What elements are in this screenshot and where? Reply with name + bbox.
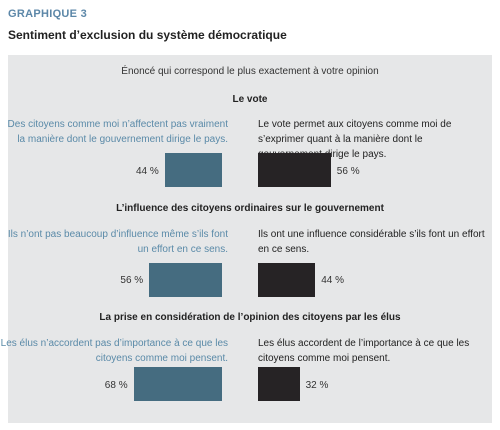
right-bar-vote bbox=[258, 153, 331, 187]
section-title-consideration: La prise en considération de l’opinion d… bbox=[99, 312, 401, 323]
right-pct-label-influence: 44 % bbox=[321, 275, 344, 286]
section-title-influence: L’influence des citoyens ordinaires sur … bbox=[116, 203, 384, 214]
left-pct-label-vote: 44 % bbox=[136, 166, 159, 177]
chart-panel: Énoncé qui correspond le plus exactement… bbox=[1, 55, 492, 423]
right-pct-label-consideration: 32 % bbox=[305, 380, 329, 391]
left-statement-influence: Ils n’ont pas beaucoup d’influence même … bbox=[7, 229, 228, 255]
figure-title: Sentiment d’exclusion du système démocra… bbox=[8, 28, 287, 42]
right-pct-label-vote: 56 % bbox=[336, 166, 360, 177]
right-bar-influence bbox=[258, 263, 316, 297]
left-pct-label-influence: 56 % bbox=[120, 275, 144, 286]
left-statement-consideration: Les élus n’accordent pas d’importance à … bbox=[0, 338, 228, 364]
section-title-vote: Le vote bbox=[232, 94, 268, 105]
right-bar-consideration bbox=[258, 367, 300, 401]
left-pct-label-consideration: 68 % bbox=[104, 380, 128, 391]
right-statement-consideration: Les élus accordent de l’importance à ce … bbox=[258, 338, 470, 364]
left-statement-vote: Des citoyens comme moi n’affectent pas v… bbox=[7, 119, 228, 145]
left-bar-vote bbox=[164, 153, 222, 187]
left-bar-consideration bbox=[133, 367, 222, 401]
figure-label: GRAPHIQUE 3 bbox=[8, 8, 88, 20]
left-bar-influence bbox=[149, 263, 222, 297]
right-statement-influence: Ils ont une influence considérable s’ils… bbox=[258, 229, 485, 255]
chart-intro: Énoncé qui correspond le plus exactement… bbox=[121, 66, 379, 77]
